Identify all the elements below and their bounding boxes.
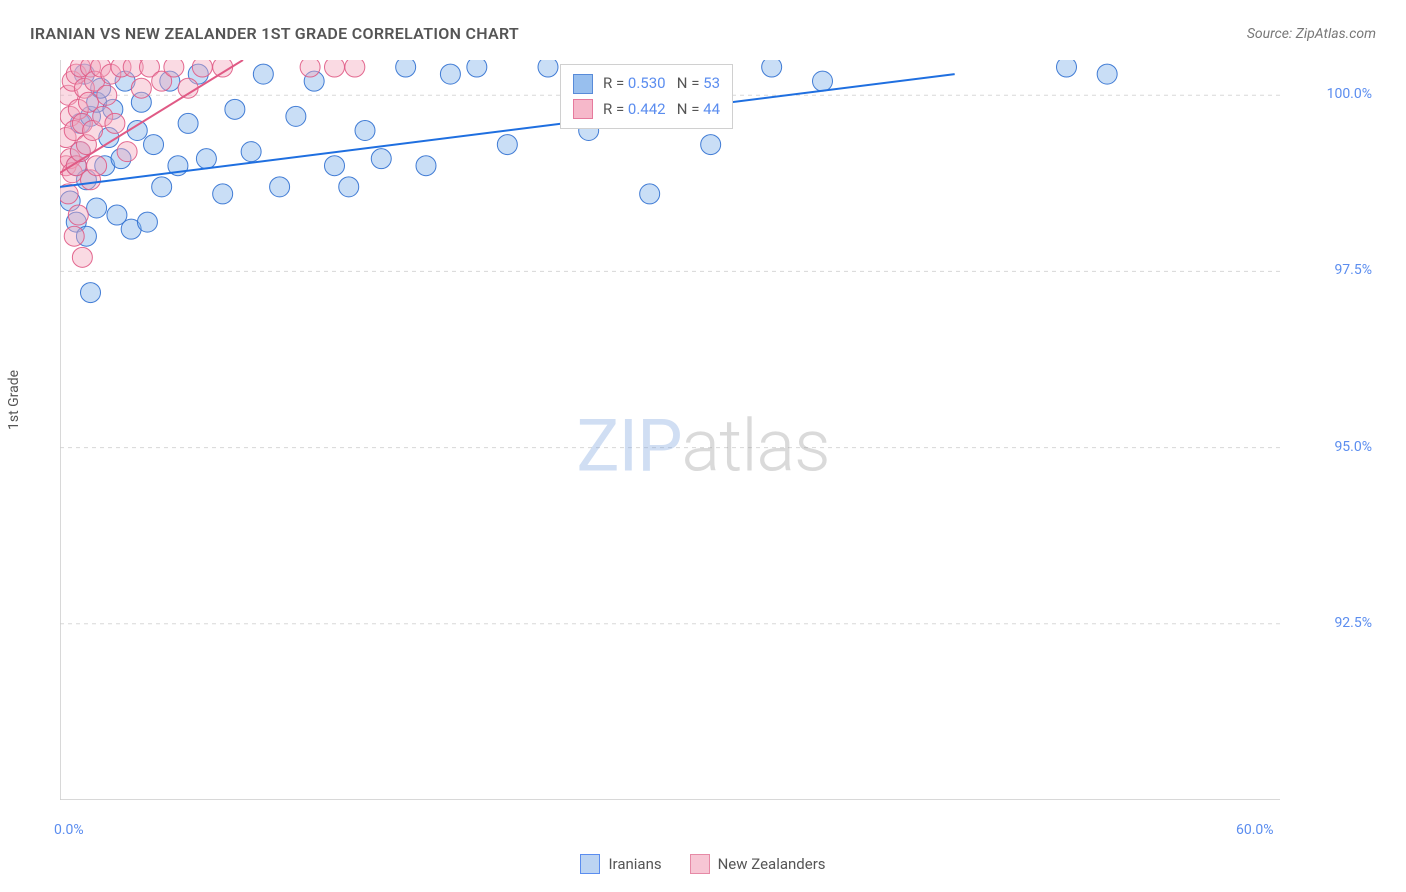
y-tick-label: 97.5% — [1292, 262, 1372, 278]
y-tick-label: 92.5% — [1292, 615, 1372, 631]
correlation-text: R = 0.442 N = 44 — [603, 97, 720, 123]
scatter-plot — [60, 60, 1280, 800]
legend-swatch — [573, 74, 593, 94]
legend-swatch — [580, 854, 600, 874]
correlation-row-new_zealanders: R = 0.442 N = 44 — [573, 97, 720, 123]
chart-title: IRANIAN VS NEW ZEALANDER 1ST GRADE CORRE… — [30, 24, 519, 43]
legend-item: New Zealanders — [690, 854, 826, 874]
y-axis-label: 1st Grade — [6, 370, 22, 430]
legend-swatch — [690, 854, 710, 874]
legend-item: Iranians — [580, 854, 661, 874]
x-max-label: 60.0% — [1236, 822, 1274, 838]
correlation-text: R = 0.530 N = 53 — [603, 71, 720, 97]
source-attribution: Source: ZipAtlas.com — [1247, 26, 1376, 42]
correlation-row-iranians: R = 0.530 N = 53 — [573, 71, 720, 97]
y-tick-label: 100.0% — [1292, 86, 1372, 102]
correlation-legend: R = 0.530 N = 53R = 0.442 N = 44 — [560, 64, 733, 129]
chart-container: IRANIAN VS NEW ZEALANDER 1ST GRADE CORRE… — [0, 0, 1406, 892]
x-min-label: 0.0% — [54, 822, 84, 838]
legend-swatch — [573, 99, 593, 119]
y-tick-label: 95.0% — [1292, 439, 1372, 455]
series-legend: Iranians New Zealanders — [0, 854, 1406, 874]
legend-label: Iranians — [608, 855, 661, 873]
legend-label: New Zealanders — [718, 855, 826, 873]
